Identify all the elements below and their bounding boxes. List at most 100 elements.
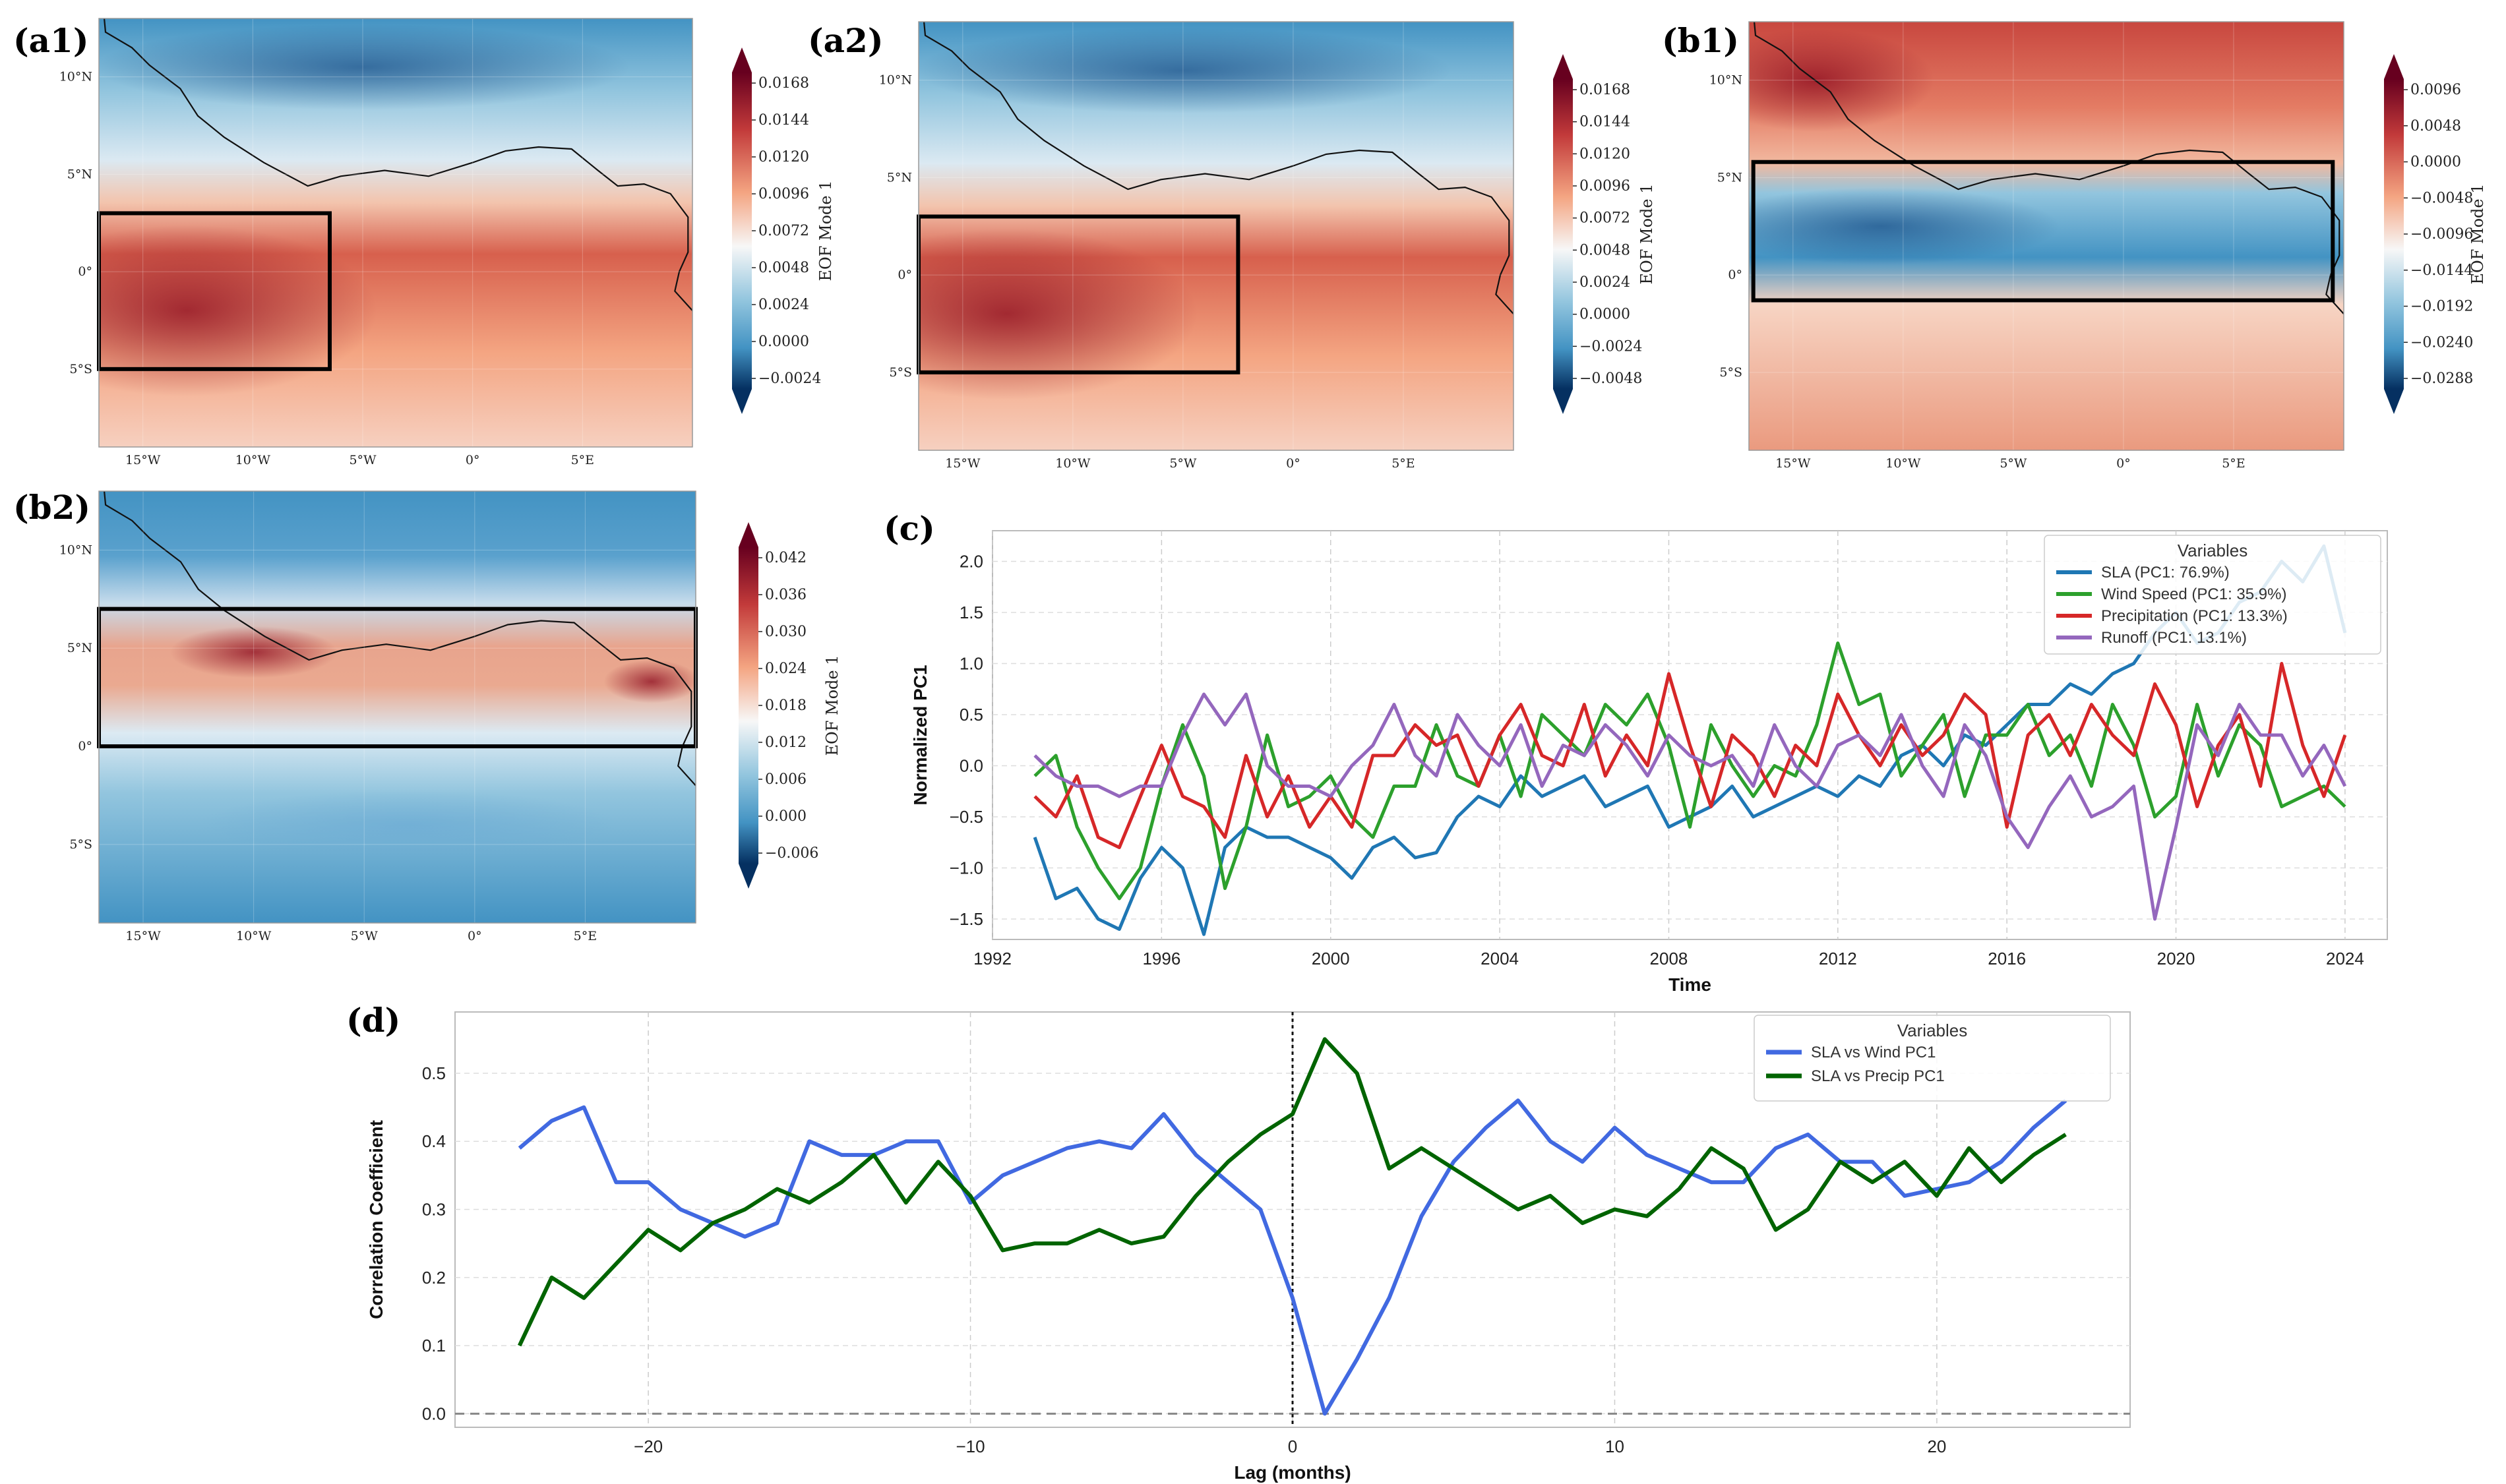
panel-label-d: (d) [346, 1001, 401, 1040]
lon-tick-label: 10°W [1055, 456, 1091, 471]
colorbar-gradient [2384, 79, 2404, 389]
colorbar-tick-label: 0.0096 [2410, 82, 2461, 98]
map-maximum-east [603, 660, 696, 703]
colorbar-tick-label: −0.0024 [1579, 338, 1642, 355]
map-maximum [1749, 28, 1934, 132]
x-tick-label: −20 [634, 1437, 663, 1456]
colorbar-gradient [739, 547, 758, 864]
lat-tick-label: 10°N [879, 73, 912, 88]
x-tick-label: 10 [1605, 1437, 1624, 1456]
colorbar-extend-top [2384, 54, 2404, 79]
y-tick-label: 0.2 [422, 1268, 446, 1288]
map-a1: 10°N 5°N 0° 5°S 15°W 10°W 5°W 0° 5°E 0.0168 0.0144… [59, 18, 835, 467]
lat-tick-label: 0° [78, 739, 92, 754]
y-tick-label: 0.1 [422, 1336, 446, 1355]
colorbar-tick-label: 0.0024 [1579, 274, 1630, 291]
y-axis-label: Correlation Coefficient [366, 1120, 386, 1319]
map-frame [98, 18, 693, 448]
panel-label-b2: (b2) [13, 488, 91, 527]
lon-tick-label: 0° [468, 929, 482, 943]
colorbar-tick-label: −0.0240 [2410, 334, 2473, 351]
coastline [923, 22, 1513, 314]
map-southern-light [199, 790, 618, 860]
lat-tick-label: 5°S [69, 362, 92, 376]
colorbar-tick-label: 0.0096 [1579, 178, 1630, 194]
lat-tick-label: 5°N [67, 167, 92, 181]
y-tick-label: 0.0 [422, 1404, 446, 1423]
legend-entry: Wind Speed (PC1: 35.9%) [2101, 585, 2286, 603]
y-tick-label: 2.0 [960, 552, 983, 572]
lon-tick-label: 5°W [351, 929, 379, 943]
colorbar-tick-label: 0.024 [765, 661, 807, 677]
colorbar-extend-bottom [739, 864, 758, 889]
colorbar-tick-label: 0.018 [765, 697, 807, 714]
colorbar-tick-label: −0.0288 [2410, 371, 2473, 387]
legend-box [2044, 535, 2381, 655]
x-tick-label: −10 [956, 1437, 985, 1456]
y-tick-label: 1.5 [960, 603, 983, 622]
colorbar-tick-label: 0.0168 [758, 75, 809, 92]
map-minimum [99, 24, 630, 110]
colorbar-tick-label: 0.042 [765, 550, 807, 566]
map-maximum [99, 225, 377, 397]
colorbar-gradient [1553, 79, 1573, 389]
colorbar-tick-label: 0.0072 [758, 223, 809, 239]
lat-tick-label: 10°N [1709, 73, 1742, 88]
lat-tick-label: 5°S [1719, 365, 1742, 380]
colorbar-tick-label: −0.006 [765, 845, 818, 862]
y-tick-label: −1.0 [950, 858, 983, 878]
colorbar-tick-label: 0.0120 [1579, 146, 1630, 162]
lon-tick-label: 15°W [1775, 456, 1811, 471]
x-tick-label: 2000 [1312, 949, 1350, 968]
legend-entry: SLA vs Precip PC1 [1811, 1067, 1945, 1085]
lon-tick-label: 5°W [1169, 456, 1197, 471]
study-region-box [1751, 160, 2335, 303]
colorbar: 0.0168 0.0144 0.0120 0.0096 0.0072 0.0048 0.00… [732, 47, 835, 414]
lon-tick-label: 10°W [235, 453, 271, 467]
map-minimum [919, 27, 1451, 113]
x-tick-label: 2004 [1481, 949, 1519, 968]
colorbar-tick-label: 0.0000 [758, 334, 809, 350]
y-tick-label: 1.0 [960, 654, 983, 674]
x-tick-label: 2008 [1650, 949, 1688, 968]
y-tick-label: −1.5 [950, 909, 983, 929]
legend-entry: SLA (PC1: 76.9%) [2101, 564, 2230, 581]
legend: Variables SLA vs Wind PC1 SLA vs Precip PC… [1754, 1015, 2111, 1102]
colorbar-tick-label: 0.030 [765, 624, 807, 640]
legend-entry: Precipitation (PC1: 13.3%) [2101, 607, 2288, 625]
x-tick-label: 20 [1927, 1437, 1946, 1456]
map-frame [98, 490, 696, 924]
coastline [104, 491, 696, 787]
lat-tick-label: 0° [1728, 268, 1742, 282]
colorbar-tick-label: 0.0000 [2410, 154, 2461, 171]
map-maximum [169, 626, 338, 678]
lon-tick-label: 5°W [349, 453, 377, 467]
lat-tick-label: 5°N [887, 170, 912, 185]
colorbar-tick-label: −0.0144 [2410, 262, 2473, 279]
x-axis-label: Time [1668, 974, 1711, 995]
colorbar-tick-label: 0.0048 [1579, 242, 1630, 258]
colorbar-tick-label: 0.0000 [1579, 307, 1630, 323]
colorbar-extend-bottom [732, 389, 752, 414]
y-tick-label: 0.5 [960, 705, 983, 725]
lon-tick-label: 5°W [2000, 456, 2027, 471]
coastline [1753, 22, 2344, 314]
colorbar: 0.0168 0.0144 0.0120 0.0096 0.0072 0.0048 0.00… [1553, 54, 1656, 414]
colorbar-tick-label: 0.0048 [2410, 118, 2461, 134]
lon-tick-label: 0° [466, 453, 480, 467]
chart-c: 1992 1996 2000 2004 2008 2012 2016 2020 2024 −1.5… [910, 530, 2388, 995]
y-tick-label: 0.5 [422, 1063, 446, 1083]
lat-tick-label: 10°N [59, 543, 92, 557]
colorbar-tick-label: 0.0024 [758, 297, 809, 313]
panel-label-a1: (a1) [13, 21, 89, 60]
colorbar-tick-label: −0.0096 [2410, 226, 2473, 243]
colorbar: 0.042 0.036 0.030 0.024 0.018 0.012 0.006 0.000… [739, 522, 841, 889]
colorbar-tick-label: 0.0168 [1579, 82, 1630, 98]
colorbar-tick-label: 0.0096 [758, 186, 809, 202]
colorbar-tick-label: 0.0120 [758, 149, 809, 165]
lat-tick-label: 10°N [59, 70, 92, 84]
lat-tick-label: 0° [78, 264, 92, 279]
colorbar-tick-label: 0.036 [765, 587, 807, 603]
x-tick-label: 2020 [2157, 949, 2195, 968]
y-tick-label: 0.3 [422, 1200, 446, 1220]
